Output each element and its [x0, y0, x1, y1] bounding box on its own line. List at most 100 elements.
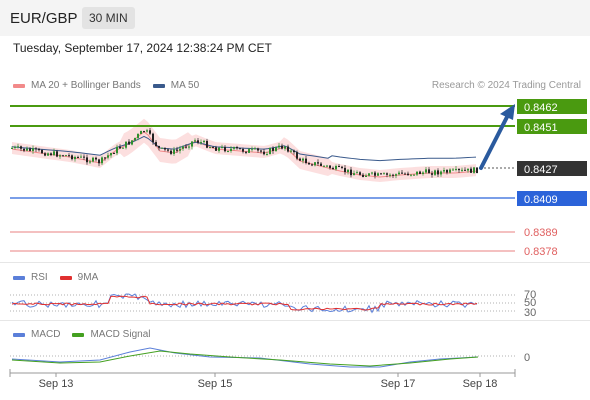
candle-body	[455, 168, 457, 170]
candle-body	[185, 146, 187, 148]
candle-body	[287, 146, 289, 152]
candle-body	[434, 170, 436, 175]
candle-body	[140, 131, 142, 134]
ma20-legend-label: MA 20 + Bollinger Bands	[31, 80, 141, 91]
candle-body	[404, 173, 406, 175]
candle-body	[89, 161, 91, 163]
main-legend: MA 20 + Bollinger Bands MA 50	[13, 80, 199, 91]
candle-body	[149, 130, 151, 134]
candle-body	[92, 157, 94, 162]
price-tag-resistance-1	[517, 119, 587, 134]
macd-signal-swatch	[72, 332, 85, 337]
candle-body	[71, 155, 73, 160]
candle-body	[335, 166, 337, 170]
candle-body	[296, 152, 298, 159]
candle-body	[245, 151, 247, 153]
candle-body	[125, 141, 127, 148]
candle-body	[380, 173, 382, 175]
candle-body	[299, 158, 301, 161]
x-label-sep18: Sep 18	[463, 378, 498, 390]
candle-body	[41, 149, 43, 154]
candle-body	[104, 157, 106, 159]
candle-body	[410, 174, 412, 176]
rsi-ma-line	[11, 295, 478, 311]
instrument-title: EUR/GBP	[10, 10, 78, 27]
candle-body	[128, 141, 130, 145]
candle-body	[77, 156, 79, 158]
candle-body	[62, 155, 64, 157]
x-label-sep15: Sep 15	[198, 378, 233, 390]
candle-body	[236, 147, 238, 149]
candle-body	[251, 148, 253, 150]
price-label-support-2: 0.8378	[524, 246, 558, 258]
panel-divider	[0, 320, 590, 321]
timeframe-button[interactable]: 30 MIN	[82, 7, 135, 29]
candle-body	[425, 169, 427, 173]
candle-body	[341, 166, 343, 168]
rsi-level-50: 50	[524, 297, 536, 309]
candle-body	[95, 157, 97, 160]
candle-body	[50, 153, 52, 156]
candle-body	[200, 142, 202, 144]
macd-legend: MACD MACD Signal	[13, 329, 150, 340]
candle-body	[131, 140, 133, 145]
candle-body	[419, 171, 421, 175]
candle-body	[344, 167, 346, 173]
candle-body	[179, 148, 181, 151]
candlestick-series	[11, 128, 478, 179]
candle-body	[326, 165, 328, 167]
candle-body	[437, 170, 439, 175]
candle-body	[17, 146, 19, 148]
price-tag-current	[517, 161, 587, 176]
candle-body	[467, 168, 469, 171]
candle-body	[305, 158, 307, 164]
candle-body	[11, 147, 13, 149]
candle-body	[86, 157, 88, 163]
ma50-line	[11, 135, 477, 162]
candle-body	[257, 148, 259, 151]
candle-body	[458, 168, 460, 171]
ma50-swatch	[152, 83, 165, 88]
candle-body	[161, 147, 163, 149]
candle-body	[122, 147, 124, 149]
candle-body	[308, 163, 310, 165]
candle-body	[260, 150, 262, 152]
candle-body	[203, 140, 205, 143]
candle-body	[188, 146, 190, 148]
candle-body	[269, 148, 271, 155]
candle-body	[23, 148, 25, 151]
candle-body	[194, 140, 196, 142]
candle-body	[449, 169, 451, 173]
candle-body	[392, 174, 394, 176]
rsi-ma-swatch	[59, 275, 72, 280]
candle-body	[377, 173, 379, 176]
candle-body	[155, 142, 157, 146]
price-label-pivot: 0.8409	[524, 194, 558, 206]
candle-body	[83, 156, 85, 158]
candle-body	[14, 146, 16, 148]
candle-body	[446, 170, 448, 173]
candle-body	[182, 146, 184, 149]
rsi-level-30: 30	[524, 307, 536, 319]
candle-body	[413, 174, 415, 176]
ma50-legend-label: MA 50	[170, 80, 200, 91]
candle-body	[254, 148, 256, 150]
candle-body	[323, 165, 325, 167]
candle-body	[242, 148, 244, 152]
candle-body	[44, 153, 46, 156]
forecast-arrow	[479, 113, 510, 170]
candle-body	[158, 145, 160, 148]
candle-body	[353, 173, 355, 176]
candle-body	[395, 174, 397, 176]
candle-body	[431, 173, 433, 175]
rsi-line	[11, 293, 478, 314]
price-label-resistance-2: 0.8462	[524, 102, 558, 114]
price-tag-pivot	[517, 191, 587, 206]
candle-body	[59, 155, 61, 157]
rsi-level-70: 70	[524, 289, 536, 301]
candle-body	[239, 148, 241, 150]
candle-body	[230, 148, 232, 152]
candle-body	[266, 154, 268, 156]
macd-swatch	[13, 332, 25, 337]
